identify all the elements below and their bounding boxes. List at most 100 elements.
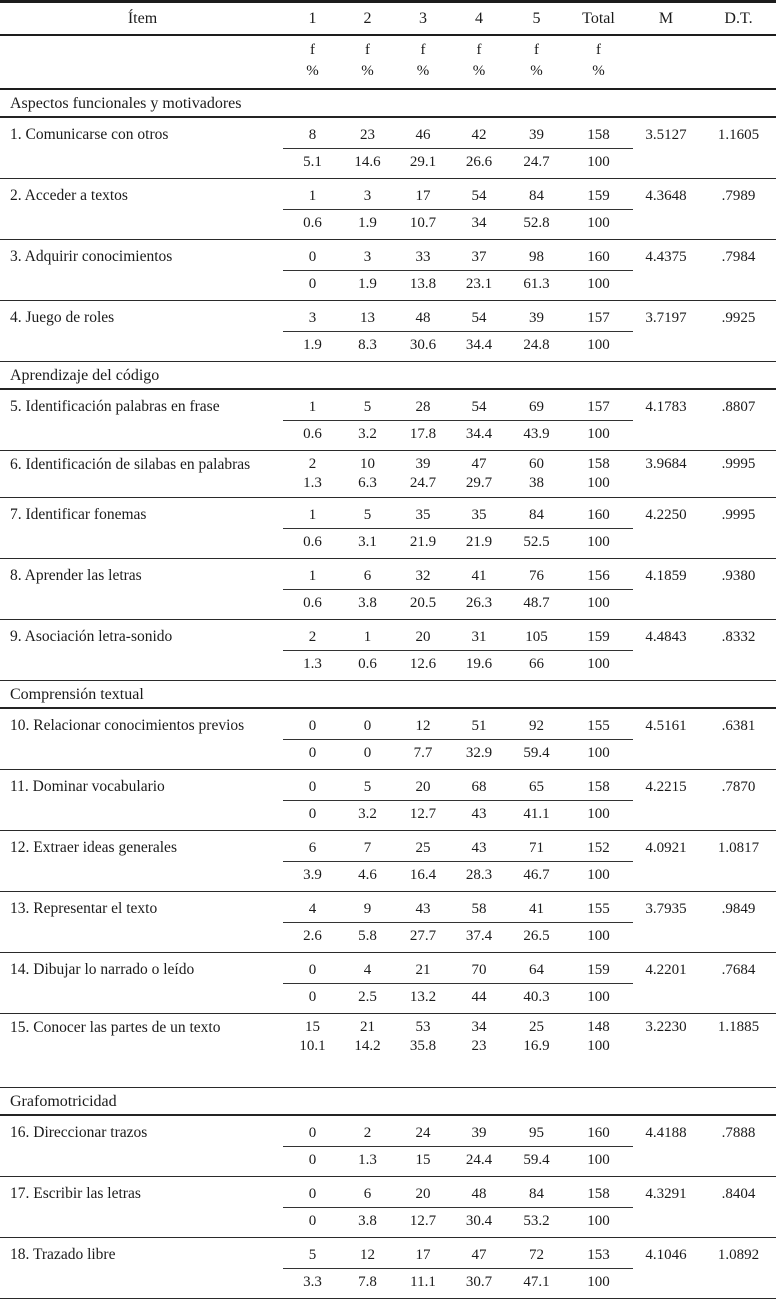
- f-value: 13: [360, 310, 375, 326]
- f-value: 23: [360, 127, 375, 143]
- pct-value: 100: [587, 534, 610, 550]
- pct-value: 59.4: [523, 745, 550, 761]
- col-header-total: Total: [582, 10, 615, 27]
- f-value: 3: [363, 188, 372, 204]
- pct-value: 0: [308, 806, 317, 822]
- table-row: 17. Escribir las letras 0 6 20 48 84 158 4.3291…: [0, 1177, 776, 1238]
- mean-spacer: [631, 151, 701, 178]
- row-divider: [283, 861, 633, 862]
- item-label-spacer: [0, 1149, 285, 1176]
- table-row: 10. Relacionar conocimientos previos 0 0 12…: [0, 709, 776, 770]
- pct-value: 1.3: [358, 1152, 377, 1168]
- dt-spacer: [701, 864, 776, 891]
- pct-value: 48.7: [523, 595, 550, 611]
- f-value: 65: [529, 779, 544, 795]
- f-label: f: [420, 42, 426, 58]
- pct-value: 38: [529, 475, 544, 491]
- table-row: 4. Juego de roles 3 13 48 54 39 157 3.7197 .9925…: [0, 301, 776, 362]
- item-label-spacer: [0, 1210, 285, 1237]
- row-divider: [283, 420, 633, 421]
- table-row: 8. Aprender las letras 1 6 32 41 76 156 4.1859.…: [0, 559, 776, 620]
- f-value: 155: [587, 718, 610, 734]
- frequency-row: 12. Extraer ideas generales 6 7 25 43 71 152 4.…: [0, 831, 776, 859]
- f-value: 48: [471, 1186, 487, 1202]
- mean-value: 4.2215: [645, 779, 687, 795]
- f-value: 17: [415, 188, 431, 204]
- f-value: 159: [587, 962, 610, 978]
- f-value: 2: [363, 1125, 372, 1141]
- mean-value: 4.5161: [645, 718, 687, 734]
- dt-value: 1.1885: [717, 1019, 760, 1035]
- item-label-spacer: [0, 531, 285, 558]
- table-row: 15. Conocer las partes de un texto 15 21 53…: [0, 1014, 776, 1088]
- mean-spacer: [631, 742, 701, 769]
- f-value: 21: [415, 962, 431, 978]
- subheader-col-1: f %: [285, 40, 340, 82]
- item-label: 2. Acceder a textos: [10, 187, 128, 204]
- percent-row: 10.1 14.2 35.8 23 16.9 100: [0, 1037, 776, 1060]
- pct-value: 27.7: [409, 928, 437, 944]
- f-value: 71: [529, 840, 544, 856]
- mean-spacer: [631, 803, 701, 830]
- f-label: f: [596, 42, 601, 58]
- percent-row: 0.6 3.2 17.8 34.4 43.9 100: [0, 423, 776, 450]
- f-label: f: [476, 42, 482, 58]
- frequency-row: 14. Dibujar lo narrado o leído 0 4 21 70 64 15…: [0, 953, 776, 981]
- dt-value: .9925: [721, 310, 756, 326]
- row-divider: [283, 983, 633, 984]
- f-value: 157: [587, 310, 610, 326]
- pct-value: 26.5: [523, 928, 550, 944]
- pct-value: 1.3: [303, 475, 322, 491]
- mean-spacer: [631, 986, 701, 1013]
- f-value: 1: [308, 507, 317, 523]
- pct-label: %: [416, 63, 430, 79]
- f-value: 41: [529, 901, 544, 917]
- f-value: 53: [415, 1019, 431, 1035]
- f-value: 6: [308, 840, 317, 856]
- table-row: 18. Trazado libre 5 12 17 47 72 153 4.1046 1.089…: [0, 1238, 776, 1299]
- col-header-4: 4: [475, 10, 483, 27]
- section-header: Grafomotricidad: [0, 1088, 776, 1116]
- f-value: 41: [471, 568, 487, 584]
- f-label: f: [310, 42, 315, 58]
- subheader-col-2: f %: [340, 40, 395, 82]
- pct-value: 3.2: [358, 426, 377, 442]
- pct-value: 43: [471, 806, 487, 822]
- pct-value: 0.6: [303, 215, 322, 231]
- pct-value: 13.2: [409, 989, 437, 1005]
- table-row: 6. Identificación de silabas en palabras…: [0, 451, 776, 498]
- f-value: 157: [587, 399, 610, 415]
- dt-value: .9380: [721, 568, 756, 584]
- f-value: 5: [308, 1247, 317, 1263]
- mean-spacer: [631, 334, 701, 361]
- item-label: 17. Escribir las letras: [10, 1185, 141, 1202]
- pct-value: 3.2: [358, 806, 377, 822]
- table-row: 14. Dibujar lo narrado o leído 0 4 21 70 64 15…: [0, 953, 776, 1014]
- f-value: 105: [525, 629, 548, 645]
- f-value: 69: [529, 399, 544, 415]
- f-value: 32: [415, 568, 431, 584]
- f-value: 72: [529, 1247, 544, 1263]
- pct-value: 1.9: [303, 337, 322, 353]
- item-label-spacer: [0, 474, 285, 497]
- dt-spacer: [701, 592, 776, 619]
- f-value: 12: [360, 1247, 375, 1263]
- dt-spacer: [701, 1037, 776, 1060]
- dt-value: .9995: [721, 507, 756, 523]
- mean-value: 3.7935: [645, 901, 687, 917]
- frequency-row: 4. Juego de roles 3 13 48 54 39 157 3.7197 .9925: [0, 301, 776, 329]
- pct-value: 13.8: [409, 276, 437, 292]
- pct-value: 0: [308, 276, 317, 292]
- percent-row: 0 3.2 12.7 43 41.1 100: [0, 803, 776, 830]
- f-value: 153: [587, 1247, 610, 1263]
- f-value: 20: [415, 779, 431, 795]
- dt-value: .6381: [721, 718, 756, 734]
- frequency-row: 7. Identificar fonemas 1 5 35 35 84 160 4.2250.…: [0, 498, 776, 526]
- f-value: 160: [587, 507, 610, 523]
- pct-value: 7.7: [413, 745, 433, 761]
- f-value: 5: [363, 399, 372, 415]
- mean-spacer: [631, 925, 701, 952]
- pct-value: 52.5: [523, 534, 550, 550]
- f-value: 60: [529, 456, 544, 472]
- header-row: Ítem 1 2 3 4 5 Total M D.T.: [0, 3, 776, 36]
